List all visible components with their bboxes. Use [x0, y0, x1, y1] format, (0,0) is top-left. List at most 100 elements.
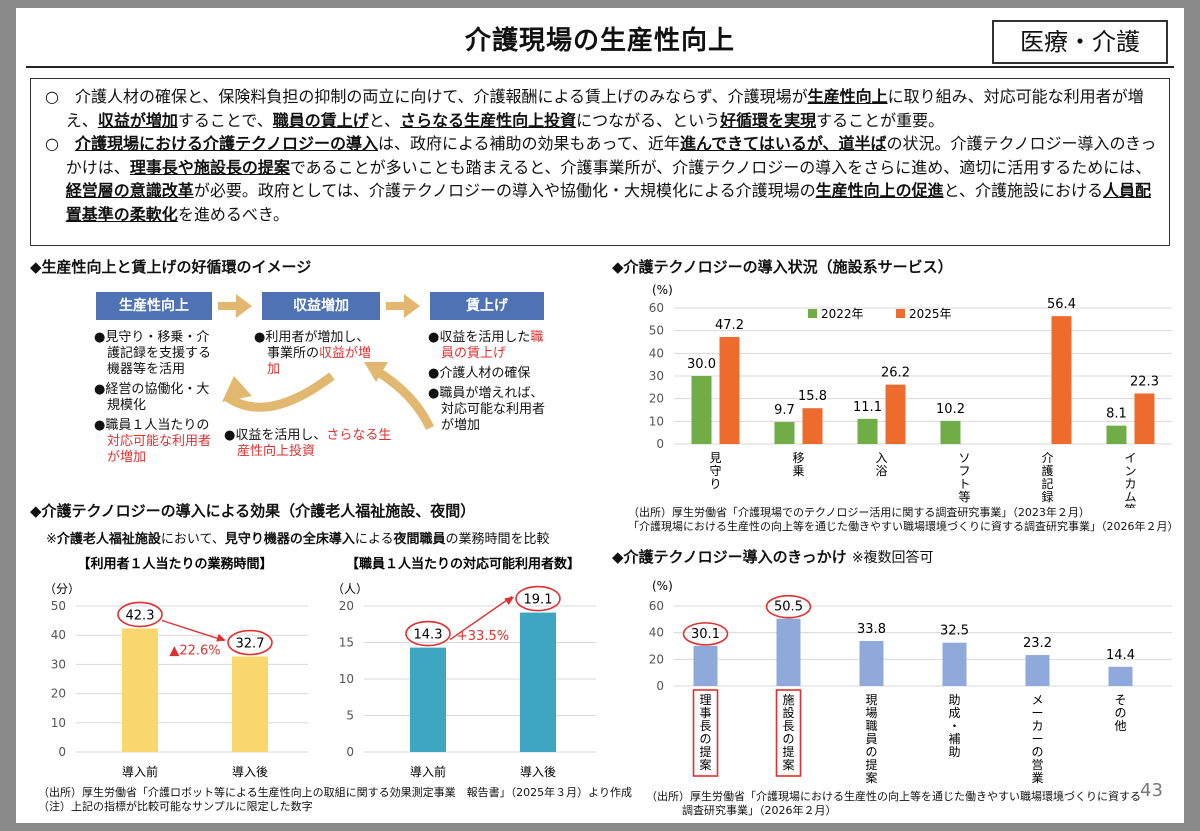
data-label: 15.8	[798, 389, 827, 404]
label-highlight-box	[775, 689, 802, 777]
value-highlight-circle	[765, 594, 812, 619]
cycle-item: ●利用者が増加し、事業所の収益が増加	[254, 330, 376, 378]
x-tick-label: 助成・補助	[948, 693, 960, 759]
x-tick-label: 施設長の提案	[782, 693, 794, 772]
text-segment: が必要。政府としては、介護テクノロジーの導入や協働化・大規模化による介護現場の	[193, 181, 816, 200]
text-segment: することで、	[177, 110, 273, 130]
arrow-return-left-head	[222, 376, 252, 402]
y-axis-label: (%)	[652, 283, 673, 297]
emphasis-text: 収益が増加	[97, 110, 178, 130]
emphasis-text: 介護現場における介護テクノロジーの導入	[74, 134, 379, 153]
y-tick-label: 20	[339, 599, 354, 613]
cycle-item-highlight: 収益が増加	[267, 346, 372, 377]
value-highlight-circle	[405, 620, 451, 647]
value-highlight-circle	[227, 629, 273, 656]
category-tag: 医療・介護	[992, 20, 1168, 64]
trigger-heading: ◆介護テクノロジー導入のきっかけ ※複数回答可	[612, 546, 934, 567]
bar	[776, 618, 801, 686]
cycle-item-text: ●経営の協働化・大規模化	[94, 382, 210, 413]
data-label: 26.2	[881, 366, 910, 381]
arrow-return-right	[375, 368, 435, 430]
text-segment: につながる、という	[576, 110, 721, 130]
cycle-item: ●職員が増えれば、対応可能な利用者が増加	[428, 386, 556, 434]
arrow-right-1	[218, 294, 252, 318]
trigger-source-1: （出所）厚生労働省「介護現場における生産性の向上等を通じた働きやすい職場環境づく…	[646, 790, 1141, 803]
chart-title: 【職員１人当たりの対応可能利用者数】	[346, 556, 580, 572]
bar	[885, 384, 906, 444]
data-label: 9.7	[774, 403, 795, 418]
bar	[1051, 316, 1072, 444]
trigger-source-2: 調査研究事業」（2026年２月）	[682, 804, 837, 817]
y-axis-label: （人）	[332, 582, 368, 596]
text-segment: と、介護施設における	[943, 181, 1103, 200]
x-tick-label: 理事長の提案	[699, 693, 711, 772]
value-highlight-circle	[682, 622, 729, 646]
x-tick-label: 入浴	[875, 451, 887, 478]
data-label: 30.0	[687, 357, 716, 372]
adoption-heading: ◆介護テクノロジーの導入状況（施設系サービス）	[612, 258, 953, 276]
legend-label: 2022年	[821, 307, 864, 321]
cycle-item-text: ●職員１人当たりの	[94, 418, 210, 433]
cycle-box-wage: 賃上げ	[430, 292, 544, 320]
x-tick-label: 移乗	[792, 451, 804, 478]
data-label: 32.7	[236, 637, 265, 652]
emphasis-text: 介護老人福祉施設	[56, 532, 161, 547]
y-tick-label: 30	[649, 369, 664, 383]
y-tick-label: 5	[346, 709, 354, 723]
change-annotation: ▲22.6%	[169, 644, 220, 659]
arrow-right-2	[386, 294, 420, 318]
y-tick-label: 10	[649, 414, 664, 428]
text-segment: に取り組み、対応可能な利用者が増え、	[65, 87, 1144, 130]
bar	[774, 422, 795, 444]
text-segment: と、	[368, 110, 401, 130]
x-tick-label: 導入前	[410, 764, 446, 779]
data-label: 32.5	[940, 624, 969, 639]
arrow-return-right-head	[364, 362, 388, 382]
emphasis-text: さらなる生産性向上投資	[400, 110, 577, 130]
text-segment: ○	[45, 134, 75, 153]
data-label: 22.3	[1130, 374, 1159, 389]
bar	[859, 640, 884, 686]
bar	[520, 612, 556, 752]
y-tick-label: 15	[339, 636, 354, 650]
x-tick-label: インカム等	[1124, 451, 1136, 508]
value-highlight-circle	[117, 601, 163, 628]
y-tick-label: 20	[649, 652, 664, 666]
emphasis-text: 経営層の意識改革	[65, 181, 194, 200]
cycle-col-revenue: ●利用者が増加し、事業所の収益が増加	[254, 330, 376, 382]
text-segment: することが重要。	[816, 110, 945, 130]
cycle-item-highlight: 対応可能な利用者が増加	[107, 434, 212, 465]
summary-paragraph-1: ○ 介護人材の確保と、保険料負担の抑制の両立に向けて、介護報酬による賃上げのみな…	[45, 85, 1159, 132]
data-label: 14.4	[1106, 648, 1135, 663]
y-tick-label: 0	[346, 745, 354, 759]
x-tick-label: その他	[1114, 693, 1126, 733]
chart-title: 【利用者１人当たりの業務時間】	[77, 556, 272, 572]
legend-label: 2025年	[909, 307, 952, 321]
page-title: 介護現場の生産性向上	[464, 26, 735, 56]
x-tick-label: 介護記録	[1041, 451, 1053, 504]
label-highlight-box	[692, 689, 719, 777]
y-tick-label: 20	[649, 392, 664, 406]
y-tick-label: 0	[656, 679, 664, 693]
x-tick-label: 導入前	[122, 764, 158, 779]
cycle-item-highlight: 職員の賃上げ	[441, 330, 544, 361]
bar	[410, 647, 446, 752]
bar	[719, 337, 740, 444]
adoption-source-1: （出所）厚生労働省「介護現場でのテクノロジー活用に関する調査研究事業」（2023…	[628, 506, 1090, 519]
bar	[857, 418, 878, 444]
data-label: 50.5	[774, 600, 803, 615]
emphasis-text: 職員の賃上げ	[272, 110, 369, 130]
bar	[232, 656, 268, 752]
adoption-source-2: 「介護現場における生産性の向上等を通じた働きやすい職場環境づくりに資する調査研究…	[628, 520, 1179, 533]
y-tick-label: 50	[649, 324, 664, 338]
legend-swatch	[896, 309, 905, 318]
value-highlight-circle	[515, 585, 561, 612]
bar	[942, 642, 967, 686]
emphasis-text: 理事長や施設長の提案	[129, 157, 290, 177]
change-arrow-head	[216, 633, 226, 642]
emphasis-text: 好循環を実現	[720, 110, 817, 130]
bar	[122, 628, 158, 752]
data-label: 30.1	[691, 627, 720, 642]
chart-adoption-status: (%) 0 10 20 30 40 50 60 30.0 9.7 11.1 10.2 8.1 47.2 15…	[649, 283, 1172, 508]
cycle-item-text: ●職員が増えれば、対応可能な利用者が増加	[428, 386, 546, 433]
